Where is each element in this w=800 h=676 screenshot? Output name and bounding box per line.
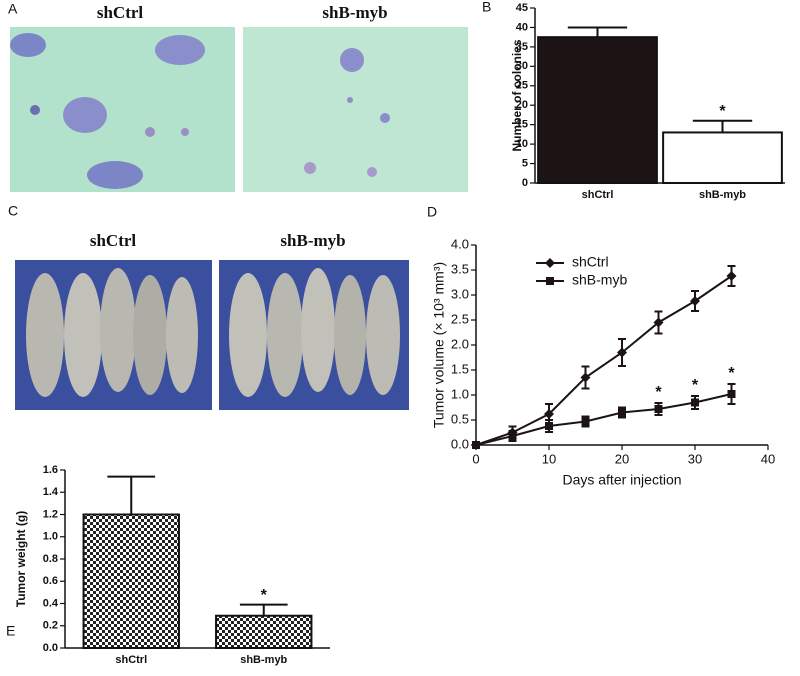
significance-marker: *: [692, 377, 699, 394]
y-tick-label: 1.2: [43, 508, 58, 520]
panel-label: B: [482, 0, 491, 15]
y-tick-label: 30: [516, 60, 528, 72]
bar: [662, 131, 783, 184]
point: [653, 317, 664, 328]
y-axis-label: Tumor volume (× 10³ mm³): [431, 262, 447, 428]
y-tick-label: 1.6: [43, 464, 58, 476]
point: [617, 347, 627, 358]
y-tick-label: 0.6: [43, 575, 58, 587]
photo: [219, 260, 409, 410]
y-tick-label: 45: [516, 2, 528, 14]
x-tick-label: 20: [615, 451, 629, 466]
y-tick-label: 0.2: [43, 620, 58, 632]
point: [618, 408, 626, 417]
series-line: [475, 393, 732, 446]
point: [726, 271, 737, 281]
image-caption: shCtrl: [90, 231, 137, 250]
y-tick-label: 35: [516, 41, 528, 53]
y-tick-label: 0: [522, 177, 528, 189]
point: [727, 390, 736, 398]
y-tick-label: 0.4: [43, 597, 59, 609]
y-tick-label: 15: [516, 119, 528, 131]
bar: [537, 36, 658, 184]
y-tick-label: 3.0: [451, 286, 469, 301]
significance-marker: *: [261, 587, 268, 604]
y-tick-label: 1.4: [43, 486, 59, 498]
x-tick-label: shCtrl: [115, 654, 147, 666]
x-tick-label: 10: [542, 451, 556, 466]
y-tick-label: 20: [516, 99, 528, 111]
significance-marker: *: [719, 103, 726, 120]
panel-label: D: [427, 204, 437, 220]
micrograph: [243, 27, 468, 192]
point: [545, 422, 553, 430]
image-caption: shCtrl: [97, 3, 144, 22]
y-tick-label: 40: [516, 21, 528, 33]
y-tick-label: 3.5: [451, 261, 469, 276]
y-tick-label: 2.5: [451, 311, 469, 326]
panel-label: A: [8, 1, 18, 17]
legend-label: shB-myb: [572, 272, 627, 288]
x-tick-label: 40: [761, 451, 775, 466]
bar: [215, 614, 313, 649]
y-tick-label: 2.0: [451, 336, 469, 351]
x-tick-label: 30: [688, 451, 702, 466]
y-tick-label: 10: [516, 138, 528, 150]
y-axis-label: Tumor weight (g): [14, 511, 28, 607]
significance-marker: *: [728, 365, 735, 382]
y-tick-label: 5: [522, 157, 528, 169]
point: [580, 372, 591, 383]
legend-marker: [545, 258, 555, 268]
x-axis-label: Days after injection: [562, 472, 681, 488]
y-tick-label: 0.5: [451, 411, 469, 426]
y-axis-label: Number of colonies: [510, 39, 524, 151]
panel-label: E: [6, 623, 15, 639]
y-tick-label: 1.0: [451, 386, 469, 401]
legend-marker: [546, 277, 554, 285]
point: [544, 409, 554, 419]
point: [691, 398, 699, 407]
series-line: [475, 275, 733, 446]
x-tick-label: shB-myb: [699, 189, 746, 201]
y-tick-label: 0.8: [43, 553, 58, 565]
image-caption: shB-myb: [322, 3, 387, 22]
micrograph: [10, 27, 235, 192]
y-tick-label: 0.0: [43, 642, 58, 654]
point: [581, 417, 590, 426]
y-tick-label: 0.0: [451, 436, 469, 451]
significance-marker: *: [655, 384, 662, 401]
bar: [82, 513, 180, 649]
point: [472, 441, 480, 449]
point: [690, 296, 700, 306]
x-tick-label: shCtrl: [582, 189, 614, 201]
legend-label: shCtrl: [572, 254, 609, 270]
panel-label: C: [8, 203, 18, 219]
y-tick-label: 1.5: [451, 361, 469, 376]
x-tick-label: shB-myb: [240, 654, 287, 666]
x-tick-label: 0: [472, 451, 479, 466]
y-tick-label: 4.0: [451, 236, 469, 251]
image-caption: shB-myb: [280, 231, 345, 250]
y-tick-label: 25: [516, 80, 528, 92]
y-tick-label: 1.0: [43, 531, 58, 543]
photo: [15, 260, 212, 410]
point: [654, 405, 663, 413]
point: [508, 432, 517, 440]
